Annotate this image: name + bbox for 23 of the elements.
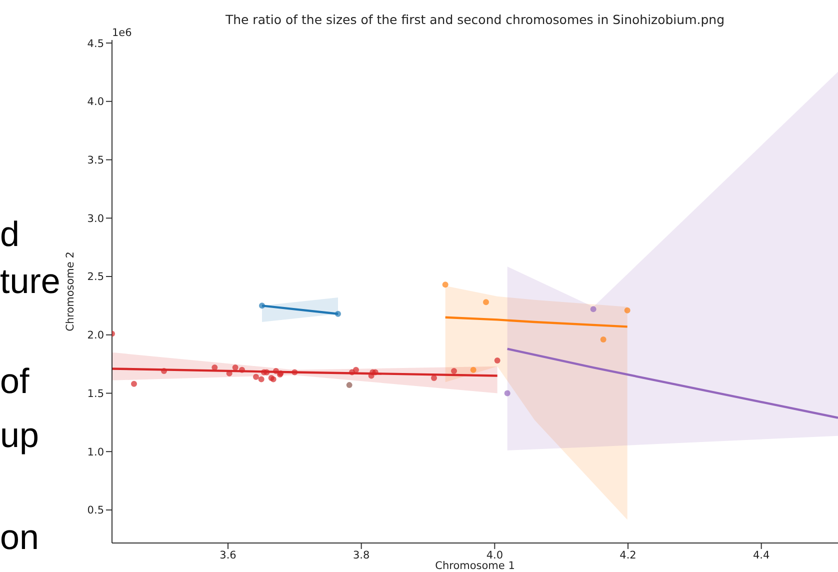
- x-tick-label: 4.0: [486, 549, 504, 562]
- x-tick-label: 4.2: [620, 549, 636, 562]
- y-tick-label: 2.0: [87, 330, 104, 342]
- x-tick-label: 3.6: [220, 549, 237, 562]
- x-axis-title: Chromosome 1: [435, 560, 515, 572]
- x-tick-label: 3.8: [352, 549, 370, 562]
- y-axis-title: Chromosome 2: [64, 252, 77, 332]
- y-tick-label: 4.5: [87, 38, 104, 50]
- text: up: [0, 416, 39, 456]
- text: of: [0, 362, 30, 402]
- y-tick-label: 0.5: [87, 504, 104, 517]
- y-tick-label: 4.0: [87, 96, 104, 108]
- y-tick-label: 2.5: [87, 271, 104, 284]
- text: 1e6: [112, 27, 132, 39]
- y-tick-label: 3.5: [87, 154, 104, 166]
- text: d: [0, 215, 20, 255]
- y-tick-label: 1.5: [87, 388, 104, 400]
- y-tick-label: 1.0: [87, 446, 104, 458]
- text: on: [0, 518, 39, 558]
- y-tick-label: 3.0: [87, 212, 104, 225]
- chart-title: The ratio of the sizes of the first and second chromosomes in Sinohizobium.png: [224, 12, 726, 27]
- text: ture: [0, 262, 60, 302]
- x-tick-label: 4.4: [752, 549, 770, 562]
